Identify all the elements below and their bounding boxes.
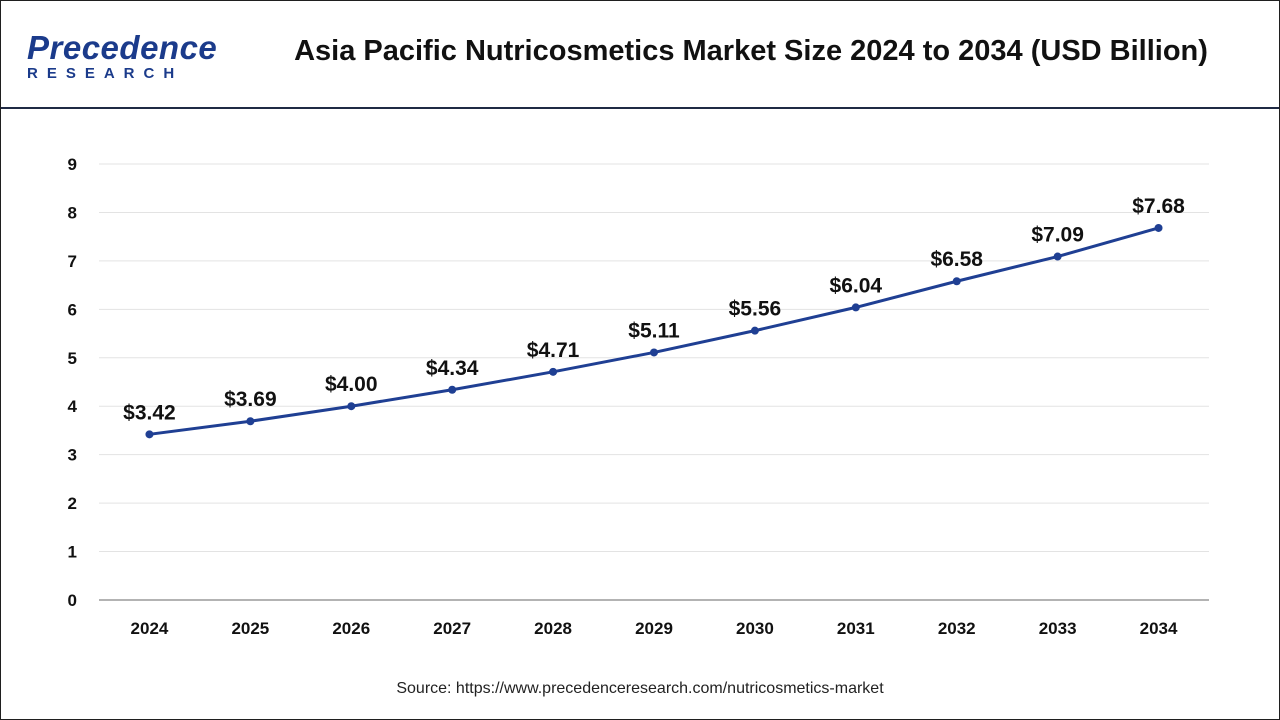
data-label: $3.42 — [123, 401, 176, 424]
data-label: $5.56 — [729, 298, 782, 321]
chart-title: Asia Pacific Nutricosmetics Market Size … — [294, 35, 1208, 67]
x-tick-label: 2032 — [938, 619, 976, 638]
y-tick-label: 8 — [68, 203, 77, 222]
logo-subtext: RESEARCH — [27, 65, 184, 82]
x-tick-label: 2031 — [837, 619, 875, 638]
x-tick-label: 2028 — [534, 619, 572, 638]
x-tick-label: 2033 — [1039, 619, 1077, 638]
x-tick-label: 2027 — [433, 619, 471, 638]
data-label: $7.68 — [1132, 195, 1185, 218]
data-point — [549, 367, 558, 376]
data-label: $6.04 — [830, 274, 883, 297]
data-label: $3.69 — [224, 388, 277, 411]
data-label: $4.00 — [325, 373, 378, 396]
y-tick-label: 6 — [68, 300, 77, 319]
data-point — [246, 417, 255, 426]
data-point — [347, 402, 356, 411]
data-point — [1053, 252, 1062, 261]
data-label: $7.09 — [1031, 224, 1084, 247]
data-label: $4.71 — [527, 339, 580, 362]
source-note: Source: https://www.precedenceresearch.c… — [396, 680, 884, 697]
data-label: $6.58 — [930, 248, 983, 271]
data-point — [448, 385, 457, 394]
y-tick-label: 2 — [68, 494, 77, 513]
data-point — [650, 348, 658, 357]
y-tick-label: 7 — [68, 252, 77, 271]
x-tick-label: 2030 — [736, 619, 774, 638]
line-chart: 0 1 2 3 4 5 6 7 8 9 2024 2025 2026 2027 2028 2029 2030 20… — [68, 155, 1209, 638]
data-point — [145, 430, 154, 439]
x-tick-label: 2029 — [635, 619, 673, 638]
x-tick-label: 2024 — [131, 619, 169, 638]
y-tick-label: 1 — [68, 543, 77, 562]
x-tick-label: 2026 — [332, 619, 370, 638]
logo-wordmark: Precedence — [27, 29, 218, 66]
data-point — [952, 277, 961, 286]
x-tick-label: 2025 — [231, 619, 269, 638]
data-point — [750, 326, 759, 335]
data-label: $4.34 — [426, 357, 479, 380]
y-tick-label: 5 — [68, 349, 77, 368]
x-tick-label: 2034 — [1140, 619, 1178, 638]
brand-logo: Precedence RESEARCH — [21, 29, 221, 85]
y-tick-label: 3 — [68, 446, 77, 465]
data-point — [851, 303, 860, 312]
y-tick-label: 0 — [68, 591, 77, 610]
y-tick-label: 9 — [68, 155, 77, 174]
header: Precedence RESEARCH Asia Pacific Nutrico… — [1, 1, 1279, 109]
y-tick-label: 4 — [68, 397, 78, 416]
data-label: $5.11 — [628, 319, 680, 342]
data-point — [1154, 223, 1163, 232]
